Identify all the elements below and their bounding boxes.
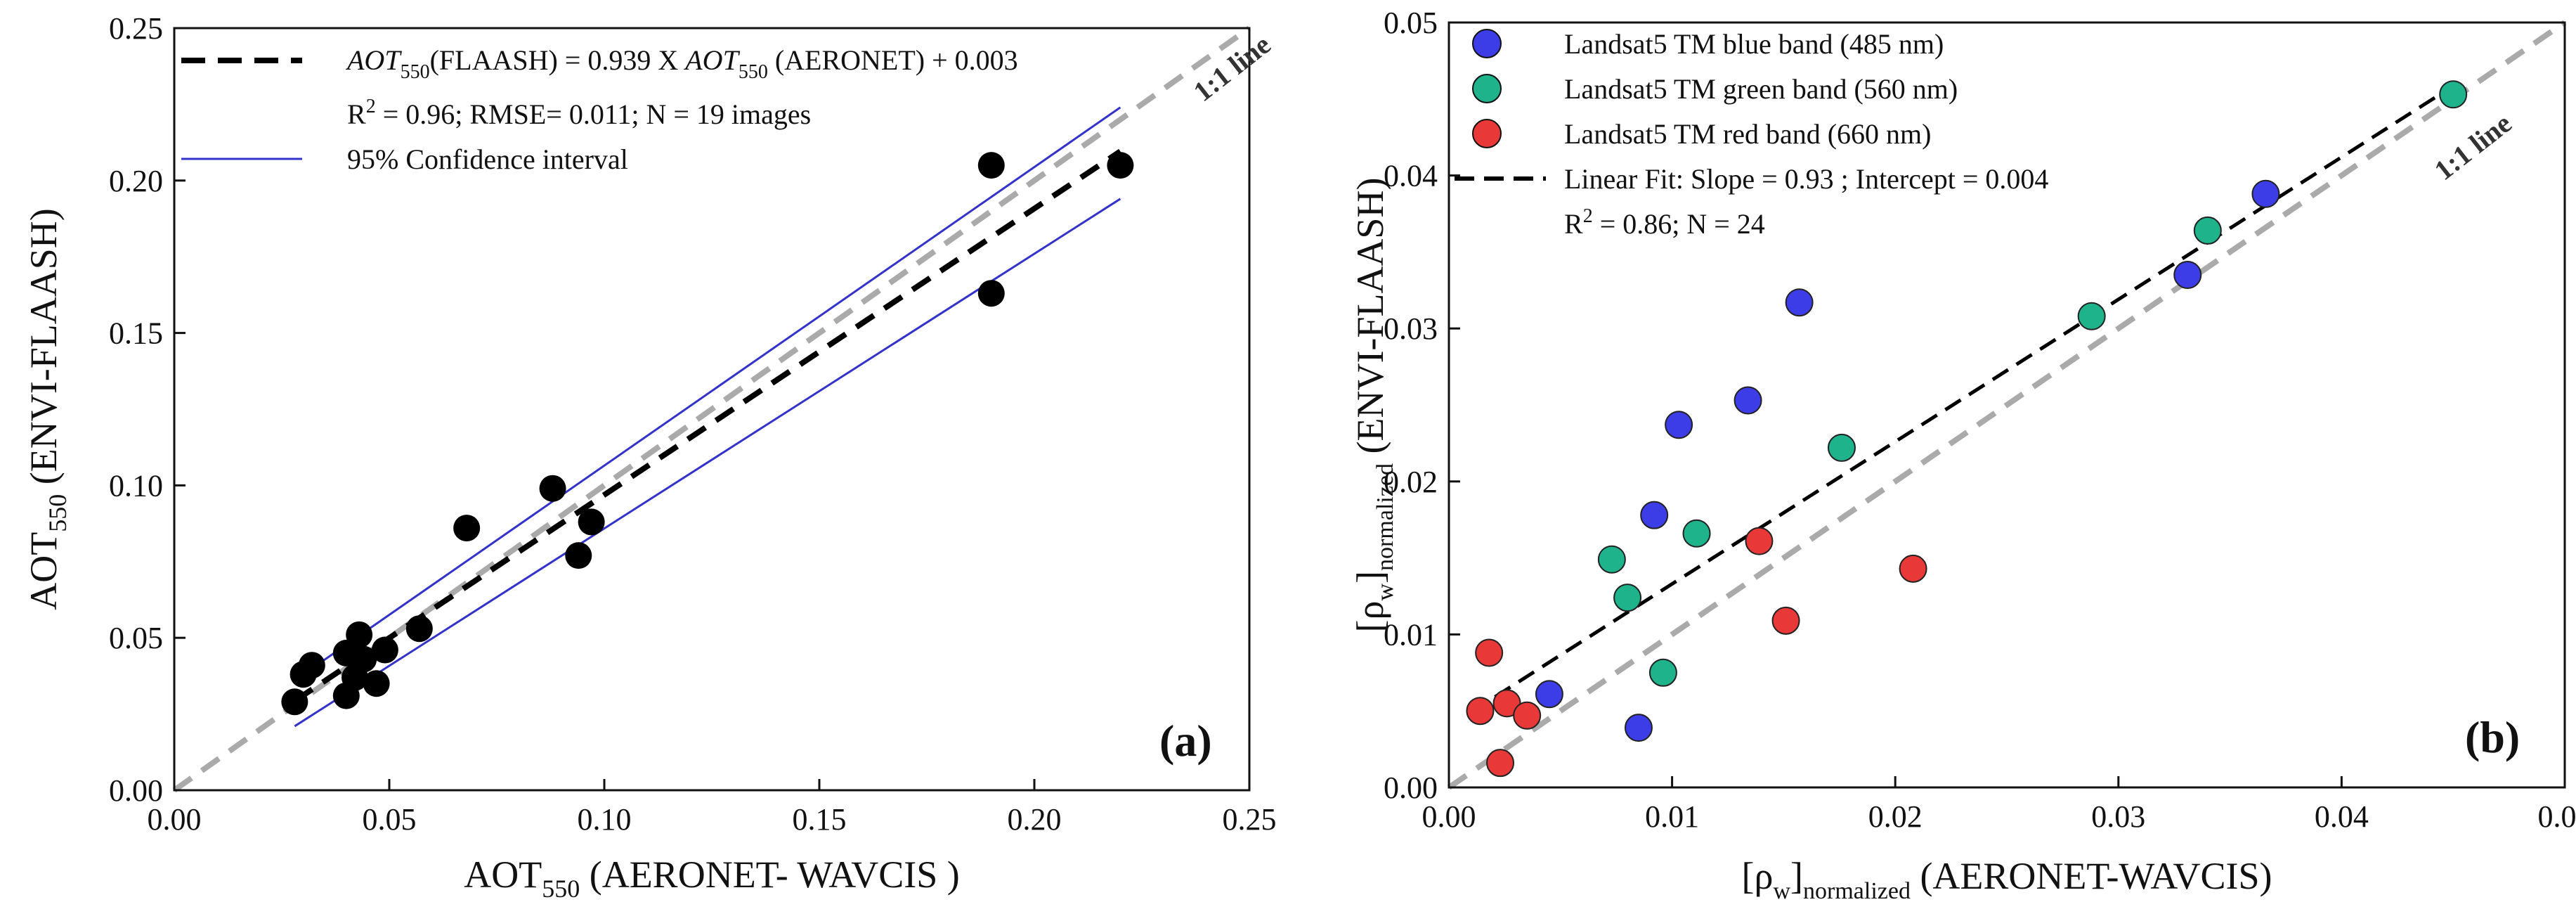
panel-b-chart: 0.00 0.01 0.02 0.03 0.04 0.05 0.00 0.01 0.02 0.03… bbox=[1349, 6, 2576, 904]
legend-red-band-marker bbox=[1472, 119, 1502, 148]
panel-b-ticks: 0.00 0.01 0.02 0.03 0.04 0.05 0.00 0.01 0.02 0.03… bbox=[1384, 6, 2576, 834]
panel-b-green-band-point bbox=[1827, 433, 1856, 462]
panel-a-x-tick-label: 0.00 bbox=[148, 802, 202, 837]
panel-a-x-tick-label: 0.20 bbox=[1008, 802, 1062, 837]
panel-b-green-band-point bbox=[2077, 302, 2106, 330]
panel-b-red-band-point bbox=[1475, 638, 1504, 667]
panel-b-y-tick-label: 0.05 bbox=[1384, 6, 1438, 40]
panel-b-points bbox=[1466, 80, 2468, 778]
panel-b-blue-band-point bbox=[2251, 179, 2280, 208]
panel-b-green-band-point bbox=[1648, 658, 1677, 687]
panel-b-red-band-point bbox=[1466, 697, 1495, 726]
panel-b-red-band-point bbox=[1771, 606, 1800, 635]
panel-a-data-point bbox=[298, 652, 325, 679]
panel-a-data-point bbox=[977, 152, 1005, 179]
legend-fit-stats: R2 = 0.96; RMSE= 0.011; N = 19 images bbox=[347, 96, 811, 130]
panel-a-x-axis-label: AOT550 (AERONET- WAVCIS ) bbox=[464, 854, 960, 903]
panel-b-green-band-point bbox=[1597, 545, 1626, 574]
panel-b-x-tick-label: 0.03 bbox=[2091, 799, 2145, 834]
panel-a-x-tick-label: 0.10 bbox=[578, 802, 632, 837]
panel-b-x-tick-label: 0.05 bbox=[2538, 799, 2576, 834]
panel-a-data-point bbox=[453, 515, 481, 542]
panel-b-blue-band-point bbox=[1733, 386, 1762, 415]
panel-a-x-tick-label: 0.05 bbox=[363, 802, 417, 837]
panel-a-data-point bbox=[371, 636, 398, 664]
panel-b-blue-band-point bbox=[1624, 714, 1653, 742]
legend-blue-band-marker bbox=[1472, 29, 1502, 58]
panel-b-blue-band-point bbox=[1640, 501, 1669, 529]
panel-b-label: (b) bbox=[2465, 712, 2520, 762]
panel-b-y-tick-label: 0.04 bbox=[1384, 159, 1438, 193]
panel-a-y-tick-label: 0.20 bbox=[109, 164, 163, 198]
panel-b-y-tick-label: 0.02 bbox=[1384, 465, 1438, 499]
panel-b-green-band-point bbox=[2193, 216, 2222, 245]
panel-b-x-tick-label: 0.00 bbox=[1422, 799, 1476, 834]
legend-red-band-label: Landsat5 TM red band (660 nm) bbox=[1564, 118, 1931, 150]
panel-b-legend: Landsat5 TM blue band (485 nm) Landsat5 … bbox=[1455, 28, 2048, 240]
panel-b-frame bbox=[1448, 21, 2566, 789]
panel-a-data-point bbox=[539, 475, 566, 502]
panel-b-red-band-point bbox=[1899, 554, 1927, 583]
panel-b-y-tick-label: 0.00 bbox=[1384, 771, 1438, 805]
panel-b-x-tick-label: 0.01 bbox=[1645, 799, 1699, 834]
panel-b-y-tick-label: 0.03 bbox=[1384, 311, 1438, 346]
panel-b-blue-band-point bbox=[2173, 261, 2202, 290]
panel-b-green-band-point bbox=[1613, 584, 1642, 612]
legend-linear-fit-stats: R2 = 0.86; N = 24 bbox=[1564, 205, 1765, 240]
panel-b-blue-band-point bbox=[1785, 288, 1814, 317]
panel-a-points bbox=[281, 152, 1134, 716]
panel-a-lines bbox=[172, 25, 1251, 793]
panel-a-x-tick-label: 0.25 bbox=[1223, 802, 1277, 837]
panel-a-data-point bbox=[350, 645, 377, 673]
legend-ci-label: 95% Confidence interval bbox=[347, 143, 628, 175]
panel-a-y-tick-label: 0.25 bbox=[109, 11, 163, 46]
panel-b-one-to-one-line bbox=[1447, 20, 2567, 790]
panel-a-ticks: 0.00 0.05 0.10 0.15 0.20 0.25 0.00 0.05 0.10 0.15… bbox=[109, 11, 1277, 837]
panel-a-fit-line bbox=[293, 148, 1122, 704]
panel-a-data-point bbox=[565, 542, 592, 569]
panel-b-one-to-one-label: 1:1 line bbox=[2428, 107, 2518, 186]
panel-b-green-band-point bbox=[2439, 80, 2468, 109]
panel-a-chart: 0.00 0.05 0.10 0.15 0.20 0.25 0.00 0.05 0.10 0.15… bbox=[22, 11, 1277, 903]
panel-b-red-band-point bbox=[1745, 527, 1774, 555]
panel-b-x-tick-label: 0.02 bbox=[1868, 799, 1923, 834]
panel-a-data-point bbox=[363, 670, 390, 697]
panel-a-ci-upper-line bbox=[294, 106, 1121, 682]
panel-a-y-tick-label: 0.05 bbox=[109, 621, 163, 655]
panel-a-data-point bbox=[1107, 152, 1134, 179]
panel-a-data-point bbox=[346, 621, 373, 648]
panel-a-data-point bbox=[281, 688, 308, 716]
panel-a-ci-lower-line bbox=[294, 198, 1121, 728]
panel-a-data-point bbox=[977, 280, 1005, 307]
panel-b-red-band-point bbox=[1486, 749, 1515, 778]
panel-a-y-axis-label: AOT550 (ENVI-FLAASH) bbox=[22, 208, 72, 610]
panel-b-red-band-point bbox=[1513, 701, 1542, 730]
legend-green-band-marker bbox=[1472, 74, 1502, 103]
panel-a-data-point bbox=[405, 615, 433, 643]
panel-a-frame bbox=[173, 27, 1251, 792]
panel-b-x-tick-label: 0.04 bbox=[2315, 799, 2369, 834]
panel-b-blue-band-point bbox=[1665, 411, 1693, 439]
panel-a-legend: AOT550(FLAASH) = 0.939 X AOT550 (AERONET… bbox=[181, 44, 1018, 175]
panel-b-fit-line bbox=[1470, 84, 2454, 714]
panel-b-y-axis-label: [ρw]normalized (ENVI-FLAASH) bbox=[1349, 178, 1398, 633]
legend-fit-equation: AOT550(FLAASH) = 0.939 X AOT550 (AERONET… bbox=[345, 44, 1018, 83]
panel-a-data-point bbox=[578, 508, 605, 536]
panel-b-x-axis-label: [ρw]normalized (AERONET-WAVCIS) bbox=[1742, 855, 2272, 904]
panel-a-label: (a) bbox=[1159, 716, 1212, 766]
panel-b-green-band-point bbox=[1682, 519, 1711, 548]
panel-b-lines bbox=[1447, 20, 2567, 790]
panel-a-y-tick-label: 0.10 bbox=[109, 468, 163, 503]
panel-b-y-tick-label: 0.01 bbox=[1384, 617, 1438, 652]
panel-a-y-tick-label: 0.15 bbox=[109, 316, 163, 351]
panel-b-blue-band-point bbox=[1535, 680, 1563, 709]
legend-blue-band-label: Landsat5 TM blue band (485 nm) bbox=[1564, 28, 1944, 60]
panel-a-y-tick-label: 0.00 bbox=[109, 773, 163, 808]
legend-green-band-label: Landsat5 TM green band (560 nm) bbox=[1564, 73, 1958, 105]
panel-a-x-tick-label: 0.15 bbox=[793, 802, 847, 837]
legend-linear-fit-label: Linear Fit: Slope = 0.93 ; Intercept = 0… bbox=[1564, 163, 2048, 195]
